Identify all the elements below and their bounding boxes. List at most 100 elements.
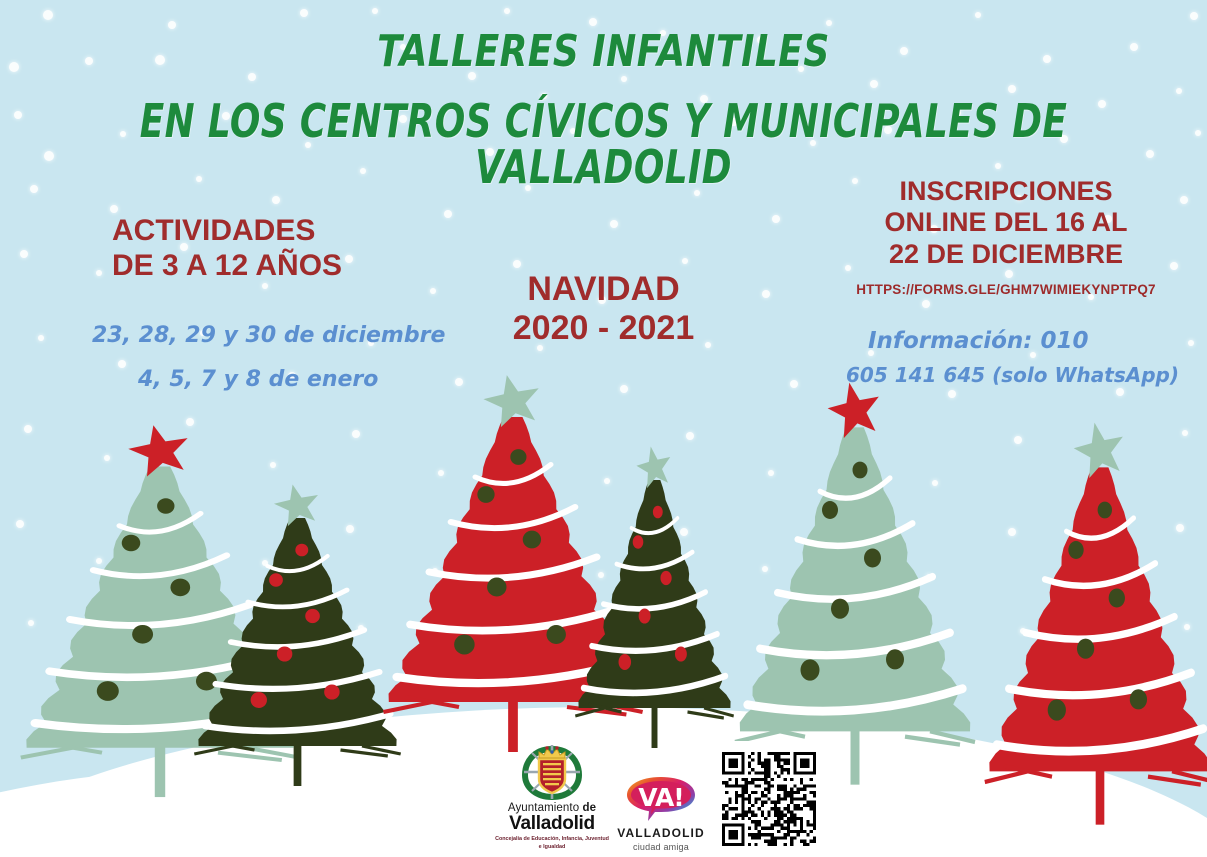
snowflake [43,10,53,20]
qr-code-panel[interactable] [711,741,827,857]
snowflake [300,9,308,17]
snowflake [513,260,521,268]
dates-line-1: 23, 28, 29 y 30 de diciembre [92,323,446,348]
snowflake [1190,12,1198,20]
tree-bauble [864,548,881,568]
tree-bauble [1097,501,1112,519]
activities-block: ACTIVIDADES DE 3 A 12 AÑOS [112,214,342,284]
snowflake [589,18,597,26]
va-line-1: VALLADOLID [617,826,705,840]
snowflake [372,8,378,14]
tree-star-icon [128,425,188,477]
snowflake [1180,196,1188,204]
tree-star-icon [1073,422,1123,479]
tree-5 [730,382,980,790]
snowflake [186,418,194,426]
tree-bauble [477,486,495,503]
tree-star-icon [273,484,318,527]
dates-block: 23, 28, 29 y 30 de diciembre 4, 5, 7 y 8… [92,325,445,391]
ayuntamiento-logo: Ayuntamiento de Valladolid Concejalía de… [493,743,611,857]
tree-bauble [546,625,566,644]
snowflake [1170,262,1178,270]
title-line-1: TALLERES INFANTILES [377,26,830,77]
snowflake [772,215,780,223]
tree-bauble [487,577,507,597]
tree-bauble [674,646,687,662]
va-line-2: ciudad amiga [633,842,689,852]
qr-code-icon[interactable] [722,752,816,846]
tree-bauble [195,671,217,691]
tree-bauble [800,659,820,681]
registration-line-2: ONLINE DEL 16 AL [884,207,1128,238]
snowflake [610,220,618,228]
snowflake [352,430,360,438]
activities-line-1: ACTIVIDADES [112,214,316,247]
tree-bauble [886,649,904,670]
tree-2 [190,484,405,790]
snowflake [790,380,798,388]
tree-bauble [510,449,527,465]
tree-bauble [1076,638,1095,659]
contact-phone-010: Información: 010 [868,328,1089,354]
tree-bauble [632,535,644,549]
snowflake [168,21,176,29]
title-line-2: EN LOS CENTROS CÍVICOS Y MUNICIPALES DE … [139,94,1068,194]
tree-star-icon [827,382,879,439]
tree-bauble [831,598,849,619]
tree-bauble [638,608,651,624]
snowflake [504,8,510,14]
snowflake [975,12,981,18]
registration-line-1: INSCRIPCIONES [899,176,1113,206]
tree-bauble [305,608,320,624]
tree-bauble [324,684,340,700]
poster-title: TALLERES INFANTILES EN LOS CENTROS CÍVIC… [0,26,1207,194]
snowflake [20,250,28,258]
contact-block: Información: 010 605 141 645 (solo Whats… [846,328,1179,387]
activities-line-2: DE 3 A 12 AÑOS [112,248,343,282]
registration-url[interactable]: HTTPS://FORMS.GLE/GHM7WIMIEKYNPTPQ7 [856,281,1156,297]
snowflake [686,432,694,440]
tree-bauble [96,681,119,701]
snowflake [1116,388,1124,396]
tree-bauble [454,634,475,655]
dates-line-2: 4, 5, 7 y 8 de enero [138,367,379,392]
tree-bauble [250,692,267,708]
registration-line-3: 22 DE DICIEMBRE [888,238,1124,269]
season-line-2: 2020 - 2021 [512,309,695,348]
tree-bauble [822,501,838,519]
tree-4 [572,446,737,752]
tree-bauble [276,646,293,662]
tree-bauble [170,578,191,597]
tree-bauble [1108,588,1125,608]
tree-bauble [1047,699,1066,721]
valladolid-crest-icon [521,743,583,801]
snowflake [272,196,280,204]
va-bubble-text: VA! [638,782,684,812]
tree-star-icon [483,375,539,428]
tree-6 [980,422,1207,830]
registration-block: INSCRIPCIONES ONLINE DEL 16 AL 22 DE DIC… [856,176,1156,297]
tree-bauble [132,624,154,644]
tree-bauble [652,505,663,519]
tree-bauble [121,534,141,552]
ayuntamiento-line-3: Concejalía de Educación, Infancia, Juven… [495,836,609,850]
logo-bar: Ayuntamiento de Valladolid Concejalía de… [493,741,827,857]
tree-bauble [522,530,542,549]
tree-bauble [269,573,283,587]
snowflake [110,205,118,213]
snowflake [682,258,688,264]
snowflake [444,210,452,218]
tree-bauble [1129,689,1148,710]
va-ciudad-amiga-logo: VA! VALLADOLID ciudad amiga [611,770,711,857]
contact-whatsapp: 605 141 645 (solo WhatsApp) [846,363,1179,387]
tree-bauble [852,461,868,479]
ayuntamiento-line-2: Valladolid [509,813,595,835]
tree-bauble [295,543,309,557]
ayuntamiento-line-1: Ayuntamiento de [507,802,597,815]
snowflake [345,255,353,263]
tree-1 [15,425,305,802]
tree-3 [378,375,648,757]
tree-bauble [157,498,175,514]
season-block: NAVIDAD 2020 - 2021 [0,270,1207,349]
